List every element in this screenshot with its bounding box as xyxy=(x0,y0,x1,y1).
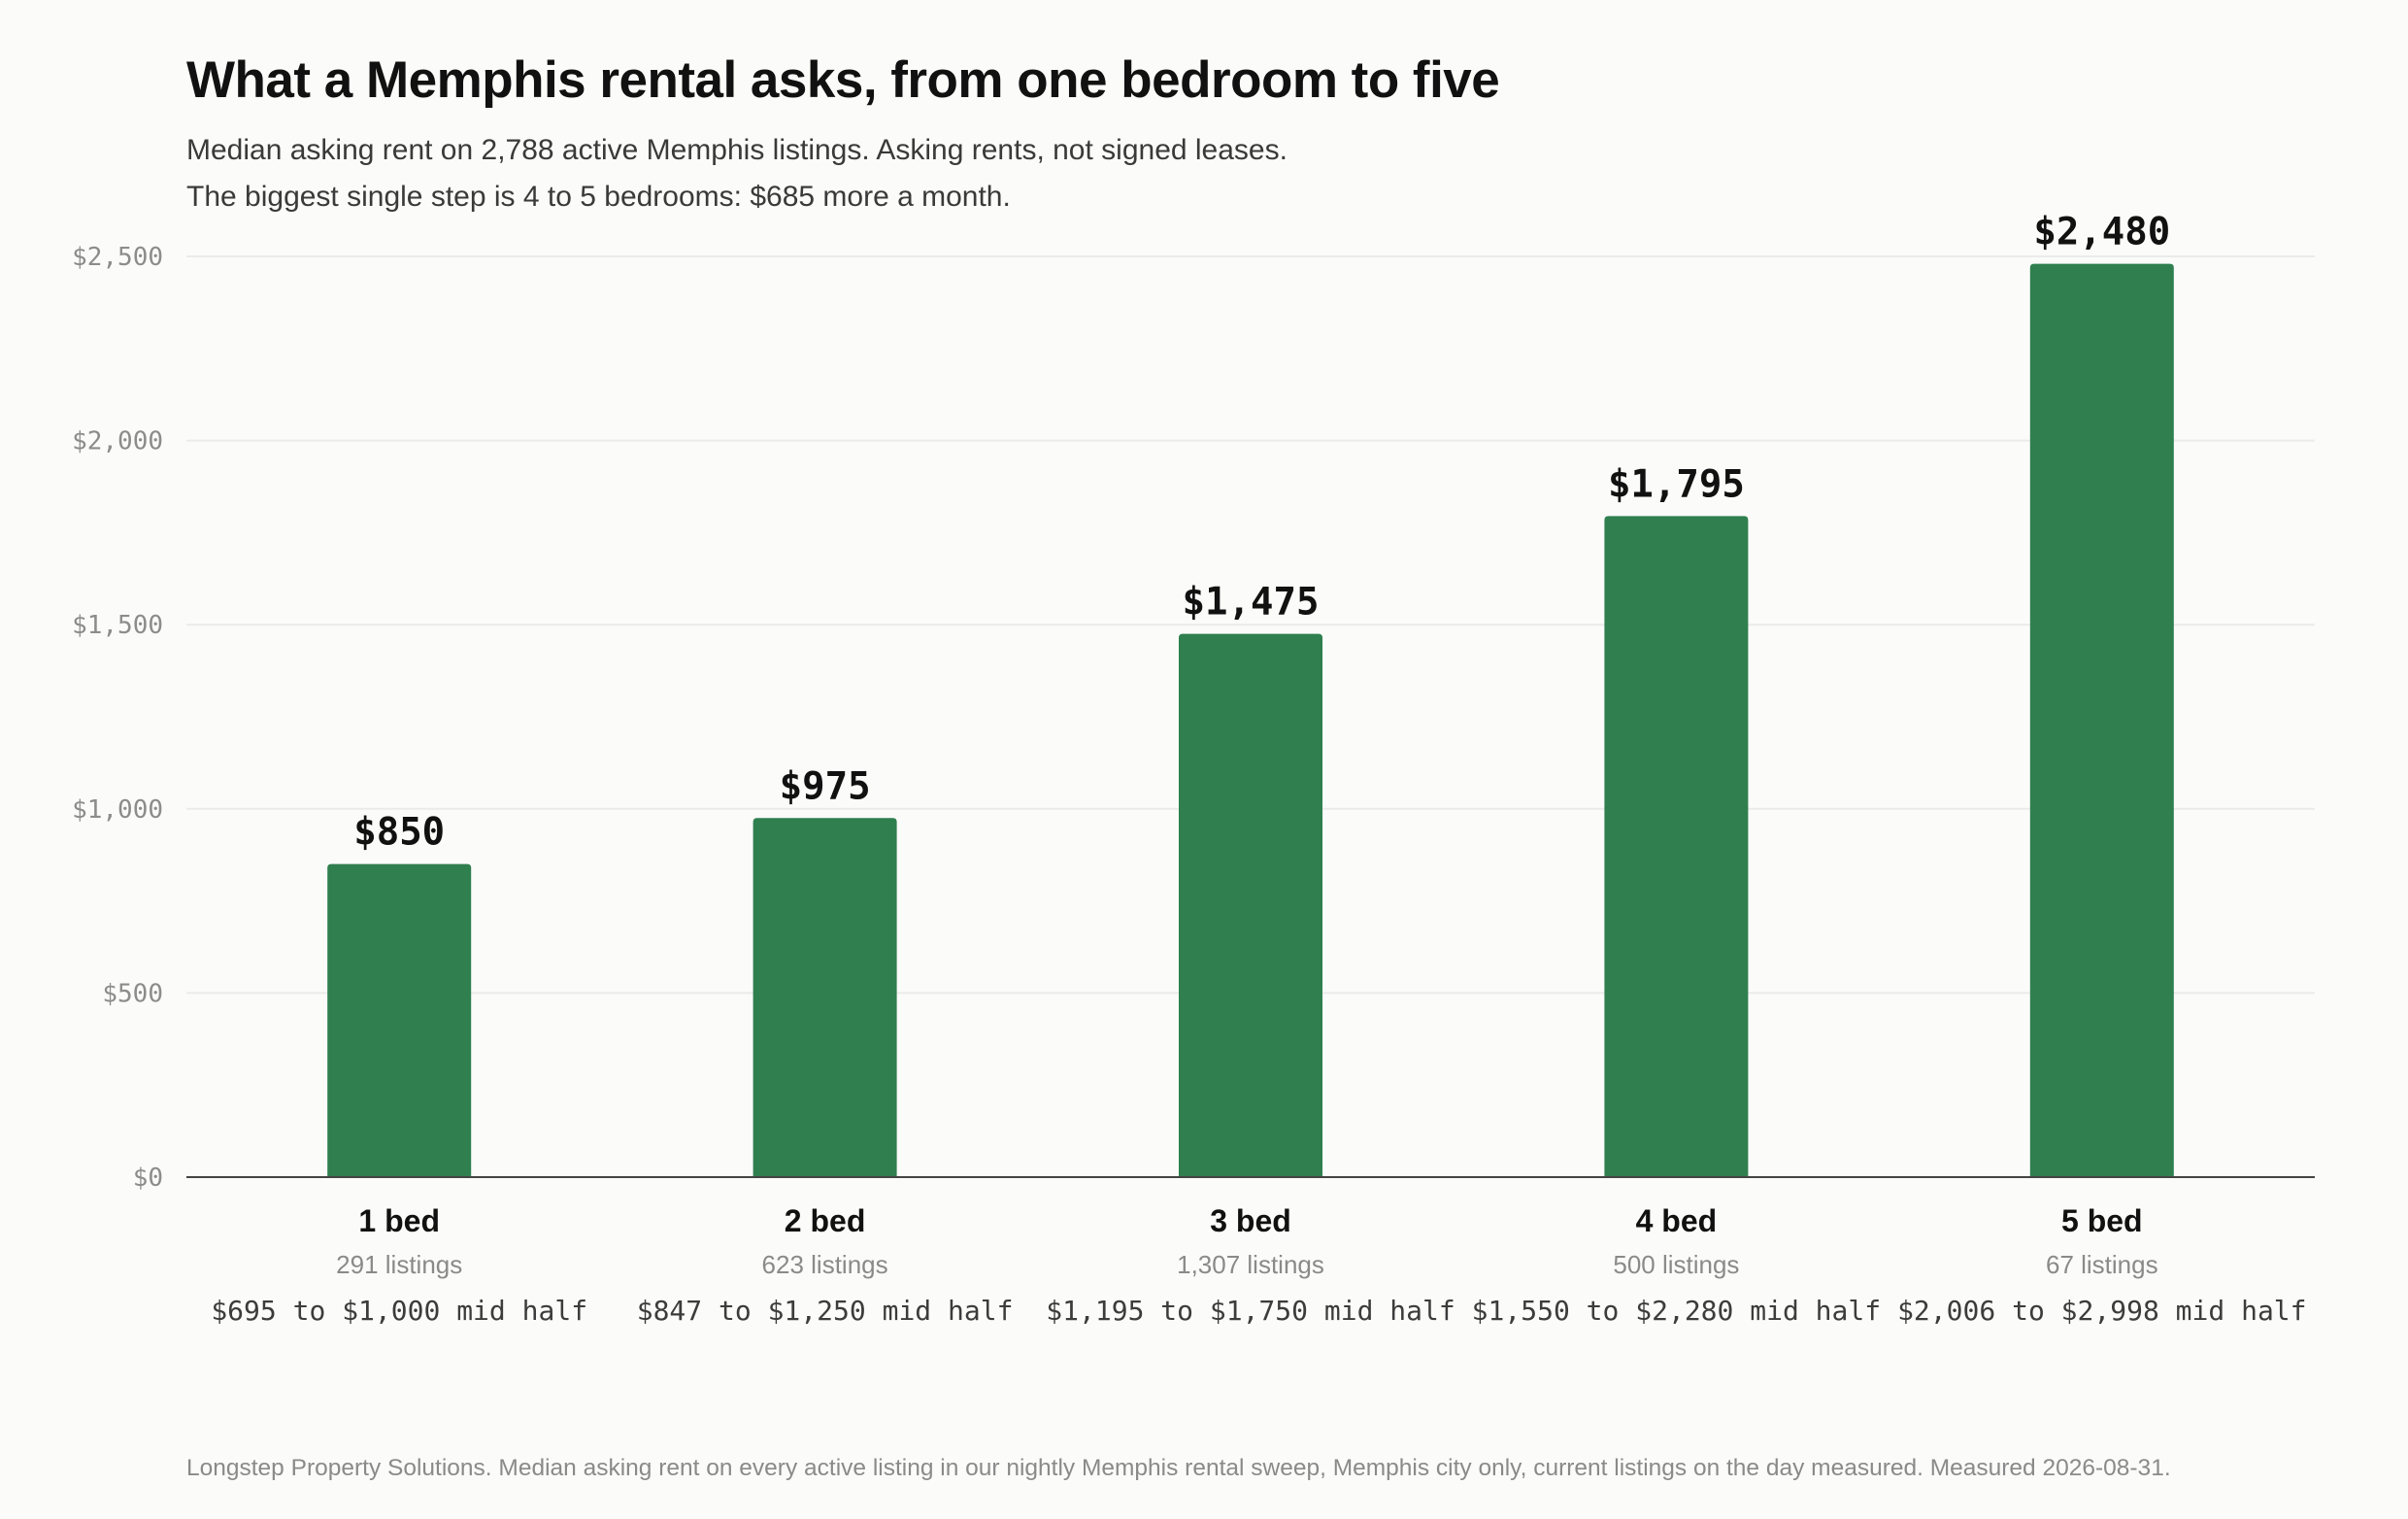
x-category-label: 1 bed xyxy=(358,1203,440,1238)
mid-half-range-label: $847 to $1,250 mid half xyxy=(637,1295,1014,1327)
listing-count-label: 67 listings xyxy=(2046,1250,2158,1279)
bar xyxy=(2029,263,2174,1178)
y-tick-label: $2,500 xyxy=(72,243,163,272)
bar-value-label: $1,795 xyxy=(1608,462,1745,506)
y-tick-label: $1,500 xyxy=(72,611,163,640)
x-category-label: 5 bed xyxy=(2061,1203,2143,1238)
x-category-label: 2 bed xyxy=(785,1203,866,1238)
bar-value-label: $850 xyxy=(353,811,445,855)
source-note: Longstep Property Solutions. Median aski… xyxy=(186,1455,2171,1481)
listing-count-label: 623 listings xyxy=(762,1250,888,1279)
bar xyxy=(752,818,897,1177)
y-tick-label: $500 xyxy=(102,979,163,1008)
chart-subtitle-line-2: The biggest single step is 4 to 5 bedroo… xyxy=(186,181,1011,213)
mid-half-range-label: $1,550 to $2,280 mid half xyxy=(1472,1295,1881,1327)
mid-half-range-label: $695 to $1,000 mid half xyxy=(211,1295,587,1327)
y-tick-label: $1,000 xyxy=(72,795,163,825)
bar xyxy=(327,863,472,1177)
mid-half-range-label: $1,195 to $1,750 mid half xyxy=(1046,1295,1455,1327)
listing-count-label: 500 listings xyxy=(1613,1250,1739,1279)
x-category-label: 3 bed xyxy=(1210,1203,1291,1238)
bar-value-label: $2,480 xyxy=(2033,211,2170,254)
listing-count-label: 1,307 listings xyxy=(1177,1250,1324,1279)
y-tick-label: $0 xyxy=(133,1164,163,1193)
listing-count-label: 291 listings xyxy=(336,1250,462,1279)
bar xyxy=(1604,516,1749,1177)
bar xyxy=(1179,633,1322,1177)
chart-subtitle-line-1: Median asking rent on 2,788 active Memph… xyxy=(186,134,1288,166)
x-category-label: 4 bed xyxy=(1636,1203,1718,1238)
bar-value-label: $1,475 xyxy=(1183,581,1320,624)
y-tick-label: $2,000 xyxy=(72,427,163,456)
mid-half-range-label: $2,006 to $2,998 mid half xyxy=(1897,1295,2306,1327)
chart-title: What a Memphis rental asks, from one bed… xyxy=(186,51,1500,109)
bar-value-label: $975 xyxy=(780,764,871,808)
